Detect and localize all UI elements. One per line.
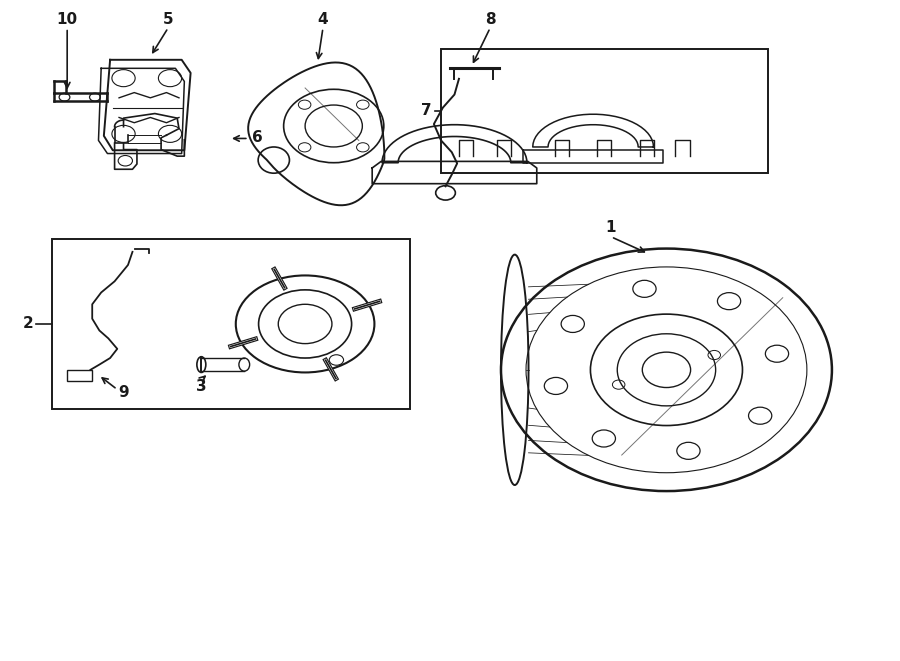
Bar — [68, 369, 92, 381]
Bar — [441, 49, 768, 173]
Text: 3: 3 — [196, 379, 207, 394]
Text: 2: 2 — [22, 317, 33, 331]
Ellipse shape — [197, 357, 206, 372]
Ellipse shape — [238, 358, 249, 371]
Bar — [52, 239, 410, 409]
Text: 9: 9 — [118, 385, 129, 401]
Text: 4: 4 — [318, 12, 328, 26]
Text: 5: 5 — [163, 12, 174, 26]
Text: 6: 6 — [252, 130, 263, 145]
Ellipse shape — [258, 147, 290, 173]
Text: 10: 10 — [57, 12, 77, 26]
Text: 7: 7 — [421, 103, 432, 118]
Text: 1: 1 — [606, 220, 616, 235]
Text: 8: 8 — [485, 12, 496, 26]
